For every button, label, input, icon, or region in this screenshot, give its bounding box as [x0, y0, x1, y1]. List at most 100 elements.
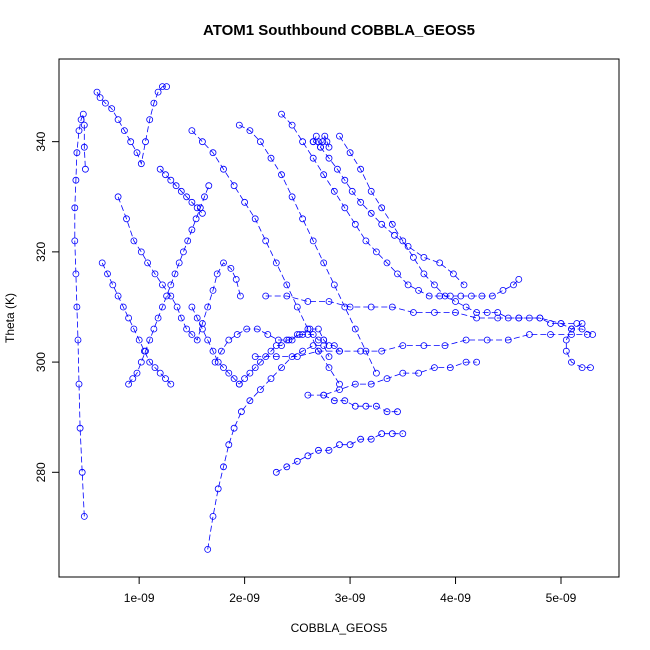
data-point	[367, 187, 375, 195]
data-point	[346, 303, 354, 311]
data-point	[526, 331, 533, 338]
data-point	[320, 259, 328, 267]
data-point	[372, 369, 380, 377]
chart-title: ATOM1 Southbound COBBLA_GEOS5	[203, 22, 475, 39]
data-point	[167, 380, 175, 388]
data-point	[220, 259, 227, 267]
series-line	[323, 394, 398, 413]
data-point	[336, 380, 343, 388]
data-point	[158, 303, 166, 311]
data-point	[441, 342, 449, 350]
data-point	[130, 325, 138, 333]
data-point	[267, 154, 275, 162]
series-line	[96, 86, 167, 166]
x-tick-label: 5e-09	[546, 591, 577, 605]
data-point	[146, 336, 154, 344]
data-point	[114, 193, 122, 201]
data-point	[457, 292, 465, 300]
series-line	[214, 328, 325, 363]
data-point	[547, 331, 554, 338]
data-point	[449, 270, 457, 278]
data-point	[188, 303, 196, 311]
data-point	[367, 435, 375, 443]
data-point	[415, 286, 423, 294]
data-point	[378, 430, 386, 438]
data-point	[163, 83, 171, 90]
data-point	[299, 331, 307, 338]
data-point	[336, 441, 343, 449]
data-point	[98, 259, 106, 267]
data-point	[183, 193, 191, 201]
data-point	[125, 380, 133, 388]
data-point	[341, 204, 349, 212]
data-point	[129, 375, 137, 383]
data-point	[243, 325, 251, 333]
data-point	[372, 248, 380, 256]
data-point	[151, 270, 159, 278]
data-points	[71, 83, 596, 553]
data-point	[293, 353, 301, 361]
data-point	[177, 314, 185, 322]
data-point	[473, 314, 481, 322]
data-point	[213, 270, 221, 278]
data-point	[133, 369, 141, 377]
data-point	[573, 320, 581, 327]
data-point	[283, 463, 291, 471]
data-point	[467, 292, 475, 300]
data-point	[293, 303, 301, 311]
data-point	[193, 204, 201, 212]
data-point	[367, 303, 375, 311]
data-point	[320, 391, 328, 399]
data-point	[325, 143, 333, 151]
data-point	[473, 309, 481, 316]
data-point	[146, 358, 154, 366]
series-line	[255, 334, 588, 358]
data-point	[75, 380, 83, 388]
data-point	[430, 364, 438, 372]
data-point	[217, 347, 225, 355]
data-point	[198, 138, 206, 146]
data-point	[171, 270, 179, 278]
data-point	[441, 292, 449, 300]
data-point	[351, 380, 359, 388]
data-point	[214, 358, 222, 366]
data-point	[96, 94, 104, 101]
data-point	[256, 358, 264, 366]
data-point	[589, 331, 596, 338]
data-point	[462, 336, 470, 344]
data-point	[336, 347, 343, 355]
data-point	[299, 138, 307, 146]
data-point	[436, 292, 444, 300]
data-point	[494, 314, 502, 322]
data-point	[351, 325, 359, 333]
data-point	[304, 331, 312, 338]
data-point	[499, 286, 507, 294]
data-point	[151, 364, 159, 372]
data-point	[357, 198, 365, 206]
data-point	[177, 187, 185, 195]
data-point	[278, 364, 285, 372]
data-point	[76, 424, 84, 432]
data-point	[114, 116, 122, 123]
data-point	[320, 336, 328, 344]
data-point	[104, 270, 111, 278]
data-point	[163, 292, 171, 300]
data-point	[483, 309, 491, 316]
x-tick-label: 4e-09	[440, 591, 471, 605]
x-tick-label: 1e-09	[124, 591, 155, 605]
data-point	[225, 369, 233, 377]
data-point	[293, 331, 301, 338]
data-point	[262, 292, 270, 300]
data-point	[158, 281, 166, 289]
data-point	[184, 237, 192, 245]
data-point	[205, 182, 213, 190]
data-point	[123, 215, 130, 223]
data-point	[446, 364, 454, 372]
series-line	[117, 196, 241, 341]
data-point	[336, 132, 343, 140]
data-point	[156, 165, 164, 173]
data-point	[430, 281, 438, 289]
data-point	[430, 309, 438, 316]
data-point	[336, 386, 343, 394]
y-tick-label: 340	[34, 131, 48, 151]
